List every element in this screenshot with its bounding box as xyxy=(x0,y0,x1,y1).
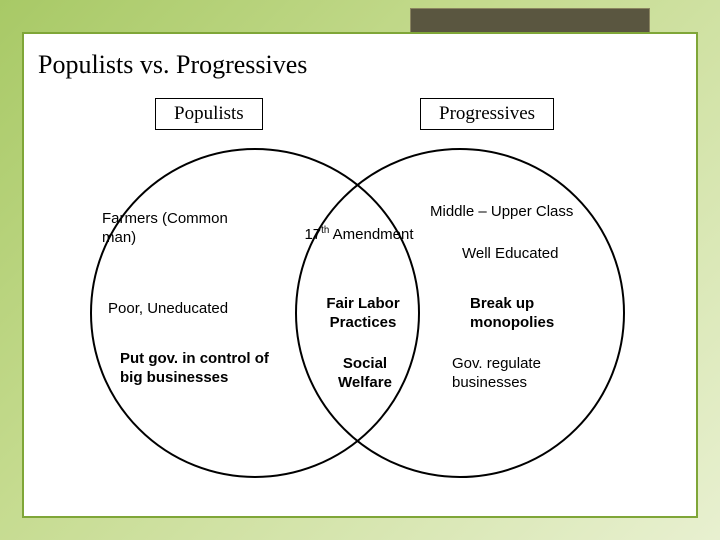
venn-text-left-0: Farmers (Common man) xyxy=(102,210,262,248)
venn-text-right-2: Break up monopolies xyxy=(470,295,580,333)
venn-text-center-2: Social Welfare xyxy=(320,355,410,393)
venn-text-left-1: Poor, Uneducated xyxy=(108,300,268,319)
header-left: Populists xyxy=(155,98,263,130)
venn-text-right-0: Middle – Upper Class xyxy=(430,203,610,222)
header-right: Progressives xyxy=(420,98,554,130)
venn-text-center-1: Fair Labor Practices xyxy=(313,295,413,333)
venn-text-center-0: 17th Amendment xyxy=(304,225,414,245)
slide-title: Populists vs. Progressives xyxy=(38,50,307,80)
venn-text-right-1: Well Educated xyxy=(462,245,612,264)
venn-text-right-3: Gov. regulate businesses xyxy=(452,355,582,393)
venn-text-left-2: Put gov. in control of big businesses xyxy=(120,350,290,388)
